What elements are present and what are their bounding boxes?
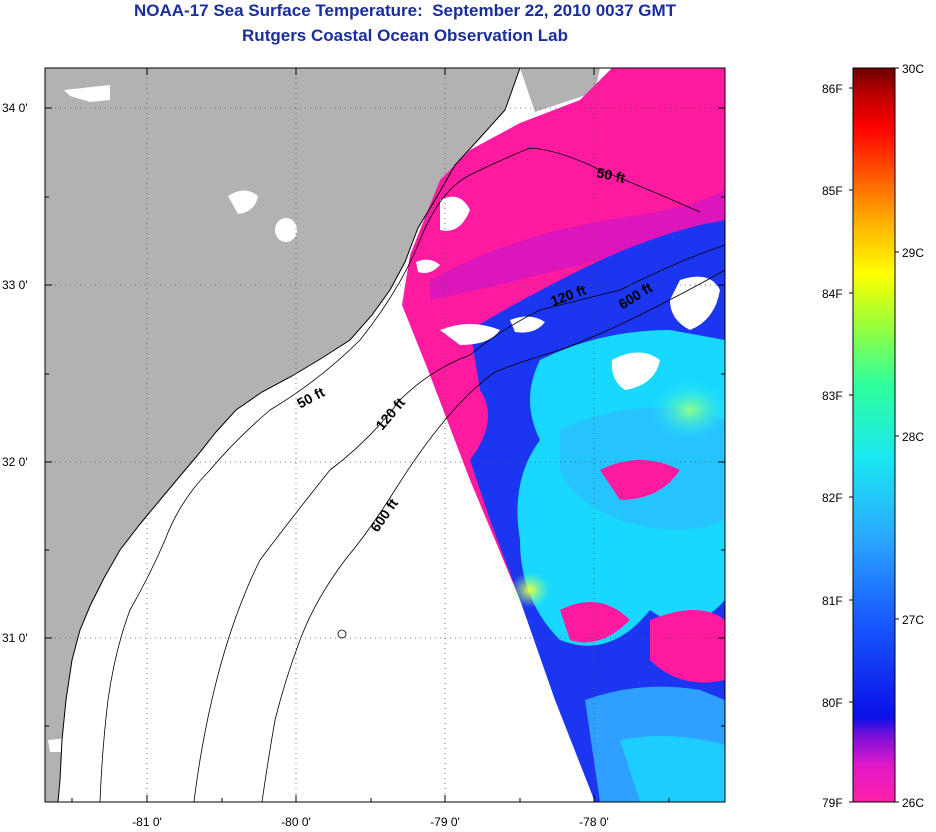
lat-label: 34 0' [2,101,28,115]
graticule [45,68,725,802]
lon-label: -79 0' [430,815,460,829]
color-scale-bar [852,67,896,803]
contour-label-50ft-north: 50 ft [595,164,627,186]
scale-label-f: 83F [822,389,843,403]
scale-label-f: 84F [822,287,843,301]
scale-label-f: 79F [822,796,843,810]
magenta-patch-1 [600,460,680,500]
lat-label: 31 0' [2,631,28,645]
coastline [57,68,521,802]
scale-label-f: 86F [822,82,843,96]
map-title: NOAA-17 Sea Surface Temperature: Septemb… [133,1,677,20]
land-mass [45,68,520,802]
scale-label-c: 26C [902,796,924,810]
map-border [44,67,726,803]
contour-50ft [99,147,701,802]
contour-600ft [261,269,725,802]
color-scale-ticks [849,67,899,803]
magenta-patch-3 [560,602,630,643]
cyan-water-south-2 [620,736,725,802]
scale-label-c: 29C [902,246,924,260]
lat-label: 33 0' [2,278,28,292]
warm-patch [650,380,725,440]
warm-patch-south [510,572,550,608]
purple-band [430,190,725,300]
scale-label-f: 82F [822,491,843,505]
magenta-patch-2 [650,610,725,683]
scale-label-f: 85F [822,184,843,198]
scale-label-f: 81F [822,594,843,608]
axis-ticks [45,68,725,802]
lon-label: -80 0' [281,815,311,829]
cloud-areas [48,85,720,752]
lon-label: -81 0' [132,815,162,829]
seamount-contour [337,629,347,639]
contour-120ft [193,244,725,802]
scale-label-c: 28C [902,430,924,444]
scale-label-c: 27C [902,613,924,627]
lon-label: -78 0' [579,815,609,829]
lat-label: 32 0' [2,455,28,469]
scale-label-c: 30C [902,62,924,76]
map-subtitle: Rutgers Coastal Ocean Observation Lab [242,26,568,45]
map-frame [45,68,725,802]
land-north [520,68,600,112]
scale-label-f: 80F [822,696,843,710]
